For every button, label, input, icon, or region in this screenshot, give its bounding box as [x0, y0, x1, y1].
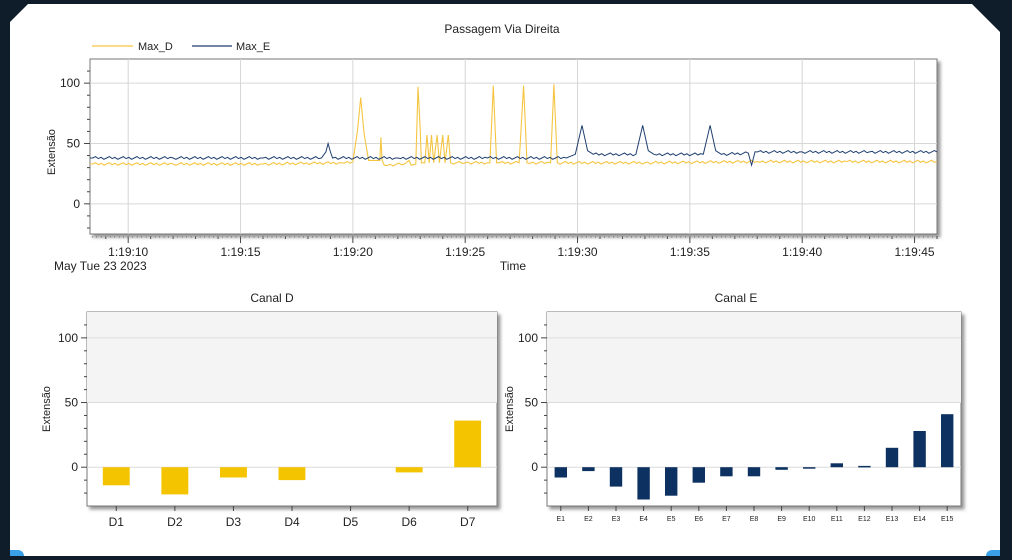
- canal-e-bars: [554, 414, 954, 500]
- line-x-axis: 1:19:10 1:19:15 1:19:20 1:19:25 1:19:30 1:19:…: [91, 236, 938, 259]
- line-y-tick-label: 0: [73, 197, 80, 211]
- line-x-tick-label: 1:19:45: [895, 245, 935, 259]
- canal-d-x-axis: D1 D2 D3 D4 D5 D6 D7: [109, 506, 476, 529]
- line-grid: [90, 59, 937, 234]
- line-x-axis-label: Time: [500, 259, 527, 273]
- line-series-group: [90, 84, 938, 168]
- canal-d-x-tick-label: D7: [460, 515, 476, 529]
- frame-corner: [10, 4, 28, 22]
- canal-e-bar-e6: [692, 467, 705, 483]
- canal-e-bar-e13: [885, 447, 899, 468]
- line-y-tick-label: 100: [60, 76, 80, 90]
- canal-d-x-tick-label: D4: [284, 515, 300, 529]
- canal-e-x-tick-label: E14: [913, 516, 926, 523]
- canal-e-bar-e4: [637, 467, 650, 500]
- dashboard-frame: Passagem Via Direita Max_D Max_E 0 50 100 …: [10, 4, 1000, 556]
- charts-canvas: Passagem Via Direita Max_D Max_E 050100 …: [41, 22, 962, 529]
- canal-e-bar-e10: [803, 467, 816, 469]
- canal-e-x-tick-label: E15: [941, 516, 954, 523]
- line-chart-title: Passagem Via Direita: [444, 22, 559, 36]
- canal-d-title: Canal D: [250, 291, 294, 305]
- canal-e-bar-e14: [913, 431, 926, 468]
- canal-e-x-tick-label: E1: [557, 516, 566, 523]
- canal-d-y-axis: 0 50 100: [58, 324, 87, 494]
- canal-e-x-tick-label: E2: [584, 516, 593, 523]
- canal-e-x-axis: E1 E2 E3 E4 E5 E6 E7 E8 E9 E10 E11 E12 E13 E14 E15: [557, 506, 954, 523]
- canal-e-x-tick-label: E10: [803, 516, 816, 523]
- canal-e-y-axis-label: Extensão: [504, 386, 516, 432]
- line-x-tick-label: 1:19:30: [558, 245, 598, 259]
- canal-d-bar-d1: [102, 467, 130, 486]
- line-x-tick-label: 1:19:15: [221, 245, 261, 259]
- canal-d-x-tick-label: D3: [226, 515, 242, 529]
- canal-e-y-axis: 0 50 100: [518, 324, 547, 494]
- canal-d-y-tick-label: 100: [58, 331, 78, 345]
- line-x-tick-label: 1:19:35: [670, 245, 710, 259]
- canal-e-bg-band: [547, 312, 961, 403]
- line-x-tick-label: 1:19:20: [333, 245, 373, 259]
- canal-e-x-tick-label: E8: [750, 516, 759, 523]
- canal-d-x-tick-label: D2: [167, 515, 183, 529]
- canal-e-x-tick-label: E9: [777, 516, 786, 523]
- canal-e-y-tick-label: 0: [531, 460, 538, 474]
- line-y-tick-label: 50: [67, 136, 81, 150]
- canal-d-chart: Canal D 0 50 100 D1 D2 D3 D4 D5 D6 D7 Extensão: [41, 291, 498, 529]
- series-line-max-e: [90, 125, 938, 168]
- line-date-label: May Tue 23 2023: [54, 259, 147, 273]
- canal-d-x-tick-label: D6: [401, 515, 417, 529]
- canal-e-bar-e1: [554, 467, 567, 478]
- line-plot-area: [89, 58, 938, 235]
- canal-d-grid: [87, 312, 497, 468]
- canal-e-bar-e15: [941, 414, 954, 468]
- canal-d-bar-d4: [278, 467, 306, 481]
- canal-e-x-tick-label: E11: [831, 516, 843, 523]
- line-y-axis-label: Extensão: [46, 129, 58, 175]
- canal-e-bar-e5: [665, 467, 678, 496]
- canal-d-y-axis-label: Extensão: [41, 386, 53, 432]
- line-y-axis: 0 50 100: [60, 70, 90, 229]
- canal-e-grid: [547, 312, 961, 468]
- canal-e-bar-e9: [775, 467, 788, 470]
- canal-d-x-tick-label: D5: [343, 515, 359, 529]
- canal-d-bars: [102, 420, 482, 495]
- canal-e-x-tick-label: E4: [639, 516, 648, 523]
- canal-d-y-tick-label: 0: [71, 460, 78, 474]
- canal-d-bar-d6: [395, 467, 423, 473]
- canal-d-x-tick-label: D1: [109, 515, 125, 529]
- canal-d-bar-d3: [220, 467, 247, 478]
- canal-e-bar-e12: [858, 465, 871, 468]
- canal-e-bar-e3: [609, 467, 623, 487]
- series-line-max-d: [90, 84, 938, 167]
- canal-e-y-tick-label: 50: [525, 396, 539, 410]
- canal-e-title: Canal E: [715, 291, 758, 305]
- frame-corner: [972, 4, 1000, 32]
- canal-e-bar-e2: [582, 467, 595, 472]
- canal-e-y-tick-label: 100: [518, 331, 538, 345]
- canal-e-x-tick-label: E13: [886, 516, 899, 523]
- canal-d-bar-d7: [454, 420, 482, 468]
- canal-e-bar-e7: [720, 467, 733, 477]
- canal-e-x-tick-label: E6: [695, 516, 704, 523]
- line-x-tick-label: 1:19:40: [782, 245, 822, 259]
- canal-d-bar-d2: [161, 467, 189, 495]
- frame-accent: [10, 550, 24, 556]
- legend-label-max-e: Max_E: [236, 41, 270, 53]
- canal-e-x-tick-label: E5: [667, 516, 676, 523]
- line-chart-legend: Max_D Max_E: [92, 41, 270, 53]
- canal-d-y-tick-label: 50: [65, 396, 79, 410]
- legend-label-max-d: Max_D: [138, 41, 173, 53]
- canal-e-bar-e8: [747, 467, 761, 477]
- canal-e-bar-e11: [830, 463, 843, 468]
- line-x-tick-label: 1:19:25: [445, 245, 485, 259]
- line-chart: Passagem Via Direita Max_D Max_E 050100 …: [46, 22, 938, 273]
- frame-accent: [986, 550, 1000, 556]
- canal-e-x-tick-label: E12: [858, 516, 871, 523]
- canal-e-x-tick-label: E7: [722, 516, 731, 523]
- line-x-tick-label: 1:19:10: [108, 245, 148, 259]
- canal-d-bg-band: [87, 312, 497, 403]
- canal-e-x-tick-label: E3: [612, 516, 621, 523]
